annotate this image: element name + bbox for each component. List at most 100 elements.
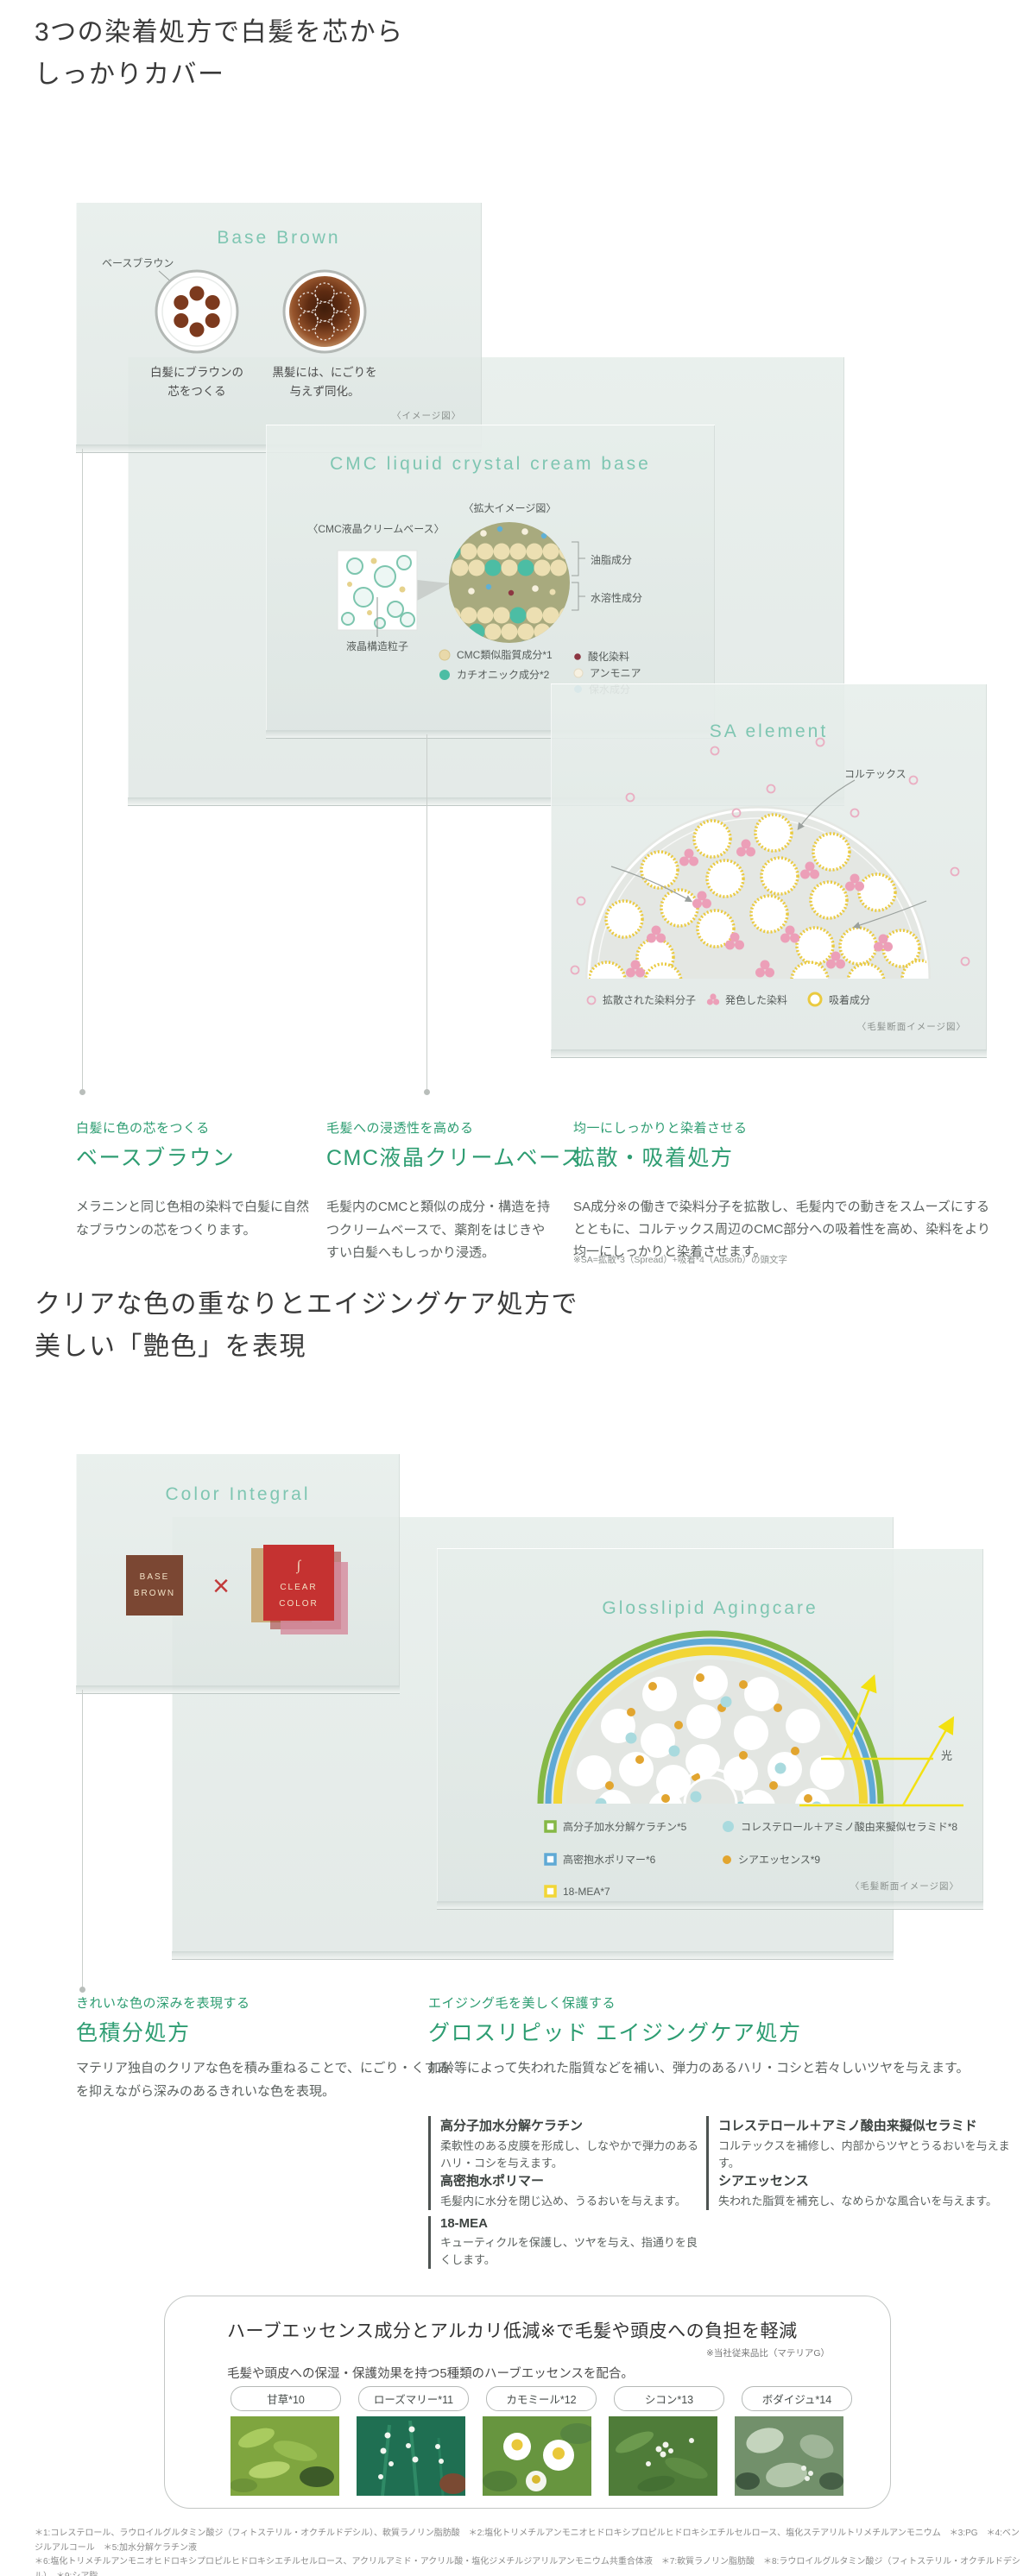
sa-legend-item: 発色した染料 [706,992,787,1007]
sa-legend-item: 拡散された染料分子 [585,992,696,1007]
clear-color-chip: ∫ CLEAR COLOR [263,1545,334,1621]
herb-pill: シコン*13 [614,2386,724,2411]
col-footnote: ※SA=拡散*3（Spread）+吸着*4（Adsorb）の頭文字 [573,1255,788,1265]
panel-base-brown-title: Base Brown [217,228,341,248]
ingredient-item: コレステロール＋アミノ酸由来擬似セラミド コルテックスを補修し、内部からツヤとう… [706,2116,1016,2173]
ingredient-item: 高分子加水分解ケラチン 柔軟性のある皮膜を形成し、しなやかで弾力のあるハリ・コシ… [428,2116,701,2173]
image-note: 〈毛髪断面イメージ図〉 [856,1022,966,1032]
multiply-icon: × [212,1570,230,1603]
connector-dot [79,1987,85,1993]
base-brown-pointer-label: ベースブラウン [102,257,174,269]
col-body: 加齢等によって失われた脂質などを補い、弾力のあるハリ・コシと若々しいツヤを与えま… [428,2061,970,2075]
herb-box-body: 毛髪や頭皮への保湿・保護効果を持つ5種類のハーブエッセンスを配合。 [227,2367,634,2381]
glosslipid-diagram [537,1630,963,1807]
panel-sa-title: SA element [709,721,829,741]
herb-photo-linden [735,2416,843,2496]
pink-clover-icon [706,992,720,1005]
col-title: 色積分処方 [76,2021,191,2045]
section2-heading: クリアな色の重なりとエイジングケア処方で 美しい「艶色」を表現 [35,1284,578,1368]
sa-cortex-label: コルテックス [844,768,906,780]
panel-color-integral: Color Integral BASE BROWN × ∫ CLEAR COLOR [76,1453,400,1694]
herb-photo-rosemary [357,2416,465,2496]
herb-photo-chamomile [483,2416,591,2496]
integral-icon: ∫ [296,1558,301,1573]
connector-line [426,734,427,1089]
col-subtitle: きれいな色の深みを表現する [76,1996,250,2011]
light-rays [799,1674,963,1807]
heading-line: クリアな色の重なりとエイジングケア処方で [35,1290,578,1319]
beige-dot-icon [439,649,451,660]
cmc-diagram [337,522,585,643]
ingredient-item: 18-MEA キューティクルを保護し、ツヤを与え、指通りを良くします。 [428,2216,701,2270]
col-body: マテリア独自のクリアな色を積み重ねることで、にごり・くすみを抑えながら深みのある… [76,2061,451,2099]
heading-line: 美しい「艶色」を表現 [35,1332,306,1361]
cmc-base-label: 〈CMC液晶クリームベース〉 [307,523,445,535]
gl-legend-item: 高密抱水ポリマー*6 [544,1852,655,1867]
herb-pill: ローズマリー*11 [358,2386,469,2411]
herb-box-title: ハーブエッセンス成分とアルカリ低減※で毛髪や頭皮への負担を軽減 [227,2321,798,2341]
image-note: 〈毛髪断面イメージ図〉 [850,1881,959,1892]
col-subtitle: 均一にしっかりと染着させる [573,1121,748,1136]
panel-glosslipid: Glosslipid Agingcare [437,1548,983,1910]
light-label: 光 [941,1749,953,1762]
sa-legend-item: 吸着成分 [806,991,870,1008]
pink-ring-icon [586,995,597,1005]
base-brown-caption-left: 白髪にブラウンの 芯をつくる [150,366,243,399]
cream-dot-icon [573,668,584,677]
section1-heading: 3つの染着処方で白髪を芯から しっかりカバー [35,12,404,96]
col-subtitle: 白髪に色の芯をつくる [76,1121,210,1136]
developed-dye-clusters [626,839,893,978]
herb-pill: ボダイジュ*14 [742,2386,852,2411]
base-brown-diagram [155,269,367,354]
cmc-legend-item: CMC類似脂質成分*1 [439,647,553,662]
cmc-legend-item: 酸化染料 [573,649,629,664]
herb-box-note: ※当社従来品比（マテリアG） [706,2348,830,2359]
panel-cmc: CMC liquid crystal cream base 〈拡大イメージ図〉 … [266,425,715,739]
col-title: グロスリピッド エイジングケア処方 [428,2021,802,2045]
gl-legend-item: 高分子加水分解ケラチン*5 [544,1819,686,1834]
gl-legend-item: シアエッセンス*9 [722,1852,820,1867]
herb-photo-row [231,2416,843,2496]
green-square-icon [544,1820,557,1833]
herb-essence-box: ハーブエッセンス成分とアルカリ低減※で毛髪や頭皮への負担を軽減 ※当社従来品比（… [164,2296,891,2509]
panel-sa-element: SA element [551,683,987,1058]
col-title: CMC液晶クリームベース [326,1146,584,1170]
panel-glosslipid-title: Glosslipid Agingcare [602,1598,818,1618]
image-note: 〈イメージ図〉 [392,411,462,421]
connector-line [82,1690,83,1987]
col-body: 毛髪内のCMCと類似の成分・構造を持つクリームベースで、薬剤をはじきやすい白髪へ… [326,1200,551,1261]
ingredient-item: シアエッセンス 失われた脂質を補充し、なめらかな風合いを与えます。 [706,2171,1016,2211]
cmc-band-label-water: 水溶性成分 [591,592,643,604]
orange-dot-icon [723,1855,731,1864]
teal-dot-icon [439,669,450,680]
herb-photo-licorice [231,2416,339,2496]
panel-base-brown: Base Brown ベースブラウン 白 [76,202,482,453]
red-dot-icon [574,652,581,660]
col-subtitle: エイジング毛を美しく保護する [428,1996,616,2011]
base-brown-chip: BASE BROWN [126,1555,183,1616]
cmc-legend-item: アンモニア [573,665,641,680]
herb-pill: カモミール*12 [486,2386,597,2411]
col-subtitle: 毛髪への浸透性を高める [326,1121,474,1136]
cyan-dot-icon [723,1821,734,1832]
ingredient-item: 高密抱水ポリマー 毛髪内に水分を閉じ込め、うるおいを与えます。 [428,2171,701,2211]
yellow-square-icon [544,1885,557,1898]
col-title: 拡散・吸着処方 [573,1146,734,1170]
cmc-legend-item: カチオニック成分*2 [439,667,549,682]
sa-diagram [570,737,970,979]
heading-line: 3つの染着処方で白髪を芯から [35,18,404,47]
connector-dot [424,1089,430,1095]
gl-legend-item: 18-MEA*7 [544,1885,610,1898]
cmc-enlarged-label: 〈拡大イメージ図〉 [463,502,557,514]
cmc-particle-label: 液晶構造粒子 [345,640,408,652]
herb-pill: 甘草*10 [231,2386,341,2411]
diffused-dye-molecules [570,737,970,975]
footnote-line: ＊1:コレステロール、ラウロイルグルタミン酸ジ（フィトステリル・オクチルドデシル… [35,2529,1020,2553]
connector-dot [79,1089,85,1095]
connector-line [82,449,83,1089]
herb-pill-row: 甘草*10 ローズマリー*11 カモミール*12 シコン*13 ボダイジュ*14 [231,2386,852,2411]
col-body: SA成分※の働きで染料分子を拡散し、毛髪内での動きをスムーズにするとともに、コル… [573,1200,990,1259]
cmc-band-label-oil: 油脂成分 [591,554,633,566]
yellow-ring-icon [807,992,823,1007]
